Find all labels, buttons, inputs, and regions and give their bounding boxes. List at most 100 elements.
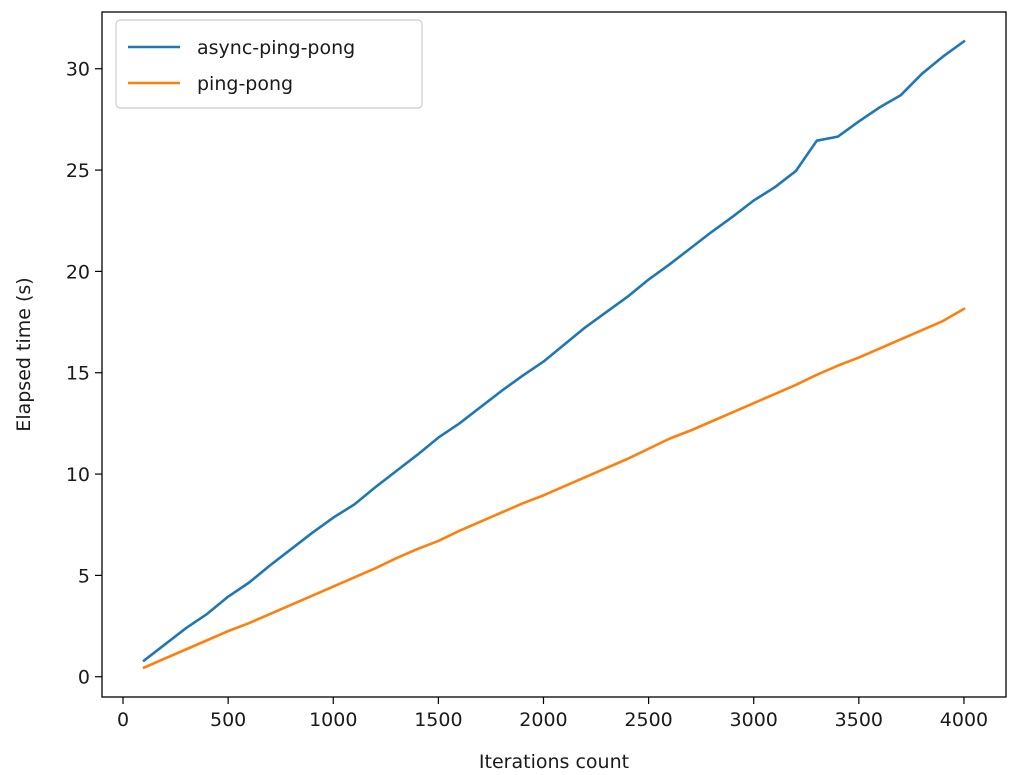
data-point-async-ping-pong [415,453,419,457]
data-point-ping-pong [499,511,503,515]
data-point-async-ping-pong [436,436,440,440]
y-tick-label: 5 [78,565,90,587]
data-point-async-ping-pong [836,135,840,139]
data-point-ping-pong [626,457,630,461]
legend-label-async-ping-pong: async-ping-pong [197,37,355,59]
data-point-async-ping-pong [184,626,188,630]
data-point-ping-pong [647,447,651,451]
data-point-ping-pong [226,629,230,633]
x-tick-label: 0 [117,709,129,731]
data-point-async-ping-pong [226,595,230,599]
data-point-ping-pong [563,484,567,488]
y-tick-label: 0 [78,667,90,689]
data-point-ping-pong [520,501,524,505]
data-point-ping-pong [352,575,356,579]
data-point-ping-pong [752,401,756,405]
data-point-async-ping-pong [815,139,819,143]
legend-box [115,19,423,109]
data-point-ping-pong [731,410,735,414]
data-point-async-ping-pong [331,516,335,520]
data-point-async-ping-pong [647,278,651,282]
y-tick-label: 20 [66,261,90,283]
x-axis-label: Iterations count [479,751,629,773]
data-point-ping-pong [310,594,314,598]
data-point-ping-pong [457,529,461,533]
data-point-async-ping-pong [373,485,377,489]
data-point-ping-pong [605,466,609,470]
data-point-async-ping-pong [962,39,966,43]
data-point-async-ping-pong [920,72,924,76]
series-lines [142,39,966,670]
x-tick-label: 1000 [309,709,357,731]
data-point-ping-pong [373,566,377,570]
y-tick-label: 25 [66,160,90,182]
y-tick-label: 30 [66,59,90,81]
data-point-ping-pong [899,337,903,341]
data-point-async-ping-pong [563,342,567,346]
data-point-ping-pong [184,647,188,651]
data-point-ping-pong [268,612,272,616]
data-point-ping-pong [205,638,209,642]
x-tick-label: 3000 [730,709,778,731]
y-axis-ticks: 0 5 10 15 20 25 30 [66,59,102,689]
data-point-ping-pong [247,621,251,625]
x-tick-label: 1500 [414,709,462,731]
data-point-async-ping-pong [541,360,545,364]
data-point-async-ping-pong [163,642,167,646]
data-point-ping-pong [815,373,819,377]
data-point-ping-pong [331,585,335,589]
data-point-ping-pong [289,603,293,607]
x-tick-label: 3500 [835,709,883,731]
data-point-async-ping-pong [668,262,672,266]
data-point-ping-pong [962,307,966,311]
data-point-async-ping-pong [394,469,398,473]
y-tick-label: 15 [66,363,90,385]
data-point-async-ping-pong [899,93,903,97]
data-point-ping-pong [941,319,945,323]
data-point-async-ping-pong [584,325,588,329]
data-point-ping-pong [436,539,440,543]
data-point-async-ping-pong [268,563,272,567]
data-point-async-ping-pong [752,198,756,202]
x-tick-label: 500 [210,709,246,731]
data-point-async-ping-pong [773,185,777,189]
x-tick-label: 2500 [624,709,672,731]
data-point-async-ping-pong [289,547,293,551]
data-point-ping-pong [478,520,482,524]
data-point-async-ping-pong [142,659,146,663]
y-axis-label: Elapsed time (s) [13,277,35,431]
data-point-async-ping-pong [205,612,209,616]
data-point-ping-pong [710,419,714,423]
data-point-ping-pong [163,656,167,660]
data-point-async-ping-pong [626,295,630,299]
data-point-async-ping-pong [731,215,735,219]
data-point-async-ping-pong [857,119,861,123]
data-point-ping-pong [878,346,882,350]
data-point-ping-pong [920,328,924,332]
data-point-async-ping-pong [478,405,482,409]
data-point-async-ping-pong [878,105,882,109]
data-point-ping-pong [689,428,693,432]
data-point-ping-pong [541,493,545,497]
legend-label-ping-pong: ping-pong [197,73,293,95]
data-point-async-ping-pong [499,389,503,393]
data-point-ping-pong [794,383,798,387]
data-point-ping-pong [668,437,672,441]
x-tick-label: 2000 [519,709,567,731]
data-point-async-ping-pong [352,502,356,506]
data-point-ping-pong [142,666,146,670]
data-point-async-ping-pong [310,531,314,535]
data-point-async-ping-pong [689,246,693,250]
data-point-ping-pong [857,356,861,360]
series-line-ping-pong [142,307,966,670]
x-axis-ticks: 0 500 1000 1500 2000 2500 3000 3500 4000 [117,697,988,731]
data-point-ping-pong [394,556,398,560]
series-line-async-ping-pong [142,39,966,663]
legend: async-ping-pong ping-pong [115,19,423,109]
data-point-async-ping-pong [247,580,251,584]
x-tick-label: 4000 [940,709,988,731]
data-point-async-ping-pong [794,169,798,173]
data-point-async-ping-pong [710,230,714,234]
plot-area [101,11,1007,698]
data-point-async-ping-pong [520,374,524,378]
